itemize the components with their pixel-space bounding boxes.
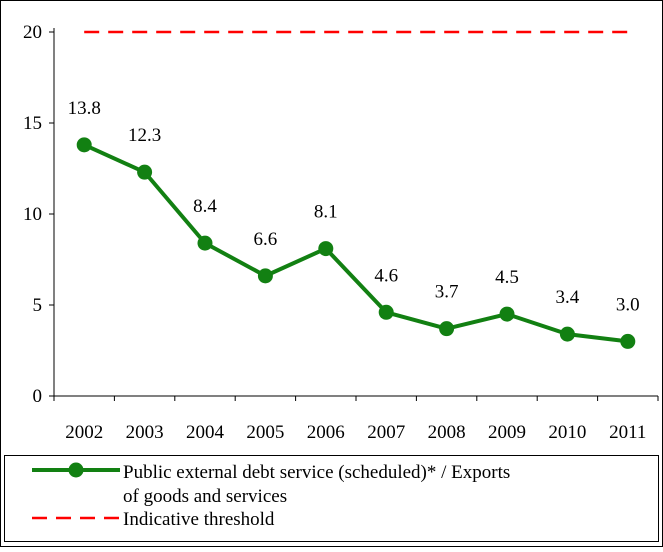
y-tick-label: 5 bbox=[33, 295, 43, 316]
x-tick-label: 2004 bbox=[186, 422, 225, 443]
data-label: 12.3 bbox=[128, 125, 161, 146]
x-tick-label: 2002 bbox=[65, 422, 103, 443]
legend: Public external debt service (scheduled)… bbox=[4, 455, 659, 542]
data-label: 4.5 bbox=[495, 267, 519, 288]
data-point-marker bbox=[559, 326, 575, 342]
data-label: 13.8 bbox=[68, 98, 101, 119]
data-point-marker bbox=[318, 241, 334, 257]
data-label: 4.6 bbox=[374, 265, 398, 286]
data-point-marker bbox=[378, 304, 394, 320]
data-label: 8.4 bbox=[193, 196, 217, 217]
data-point-marker bbox=[257, 268, 273, 284]
data-point-marker bbox=[197, 235, 213, 251]
x-tick-label: 2010 bbox=[548, 422, 586, 443]
y-tick-label: 15 bbox=[23, 113, 42, 134]
x-tick-label: 2007 bbox=[367, 422, 405, 443]
data-point-marker bbox=[620, 333, 636, 349]
data-label: 3.7 bbox=[435, 282, 459, 303]
y-tick-label: 0 bbox=[33, 386, 43, 407]
data-point-marker bbox=[137, 164, 153, 180]
x-tick-label: 2011 bbox=[609, 422, 646, 443]
plot-area: 0 5 10 15 20 2002 2003 2004 2005 2006 2007 2008 2009… bbox=[23, 22, 659, 443]
data-label: 3.4 bbox=[556, 287, 580, 308]
legend-series-marker bbox=[68, 462, 84, 478]
x-tick-label: 2009 bbox=[488, 422, 526, 443]
x-tick-label: 2003 bbox=[126, 422, 164, 443]
legend-threshold-label: Indicative threshold bbox=[123, 509, 275, 530]
data-label: 6.6 bbox=[254, 229, 278, 250]
data-point-marker bbox=[439, 321, 455, 337]
x-tick-label: 2005 bbox=[246, 422, 284, 443]
debt-service-series-line bbox=[83, 143, 629, 344]
x-tick-label: 2008 bbox=[428, 422, 466, 443]
data-point-marker bbox=[76, 137, 92, 153]
y-tick-label: 10 bbox=[23, 204, 42, 225]
y-tick-label: 20 bbox=[23, 22, 42, 43]
data-label: 3.0 bbox=[616, 294, 640, 315]
legend-series-label: Public external debt service (scheduled)… bbox=[123, 462, 510, 507]
data-point-marker bbox=[499, 306, 515, 322]
data-label: 8.1 bbox=[314, 202, 338, 223]
x-tick-label: 2006 bbox=[307, 422, 345, 443]
